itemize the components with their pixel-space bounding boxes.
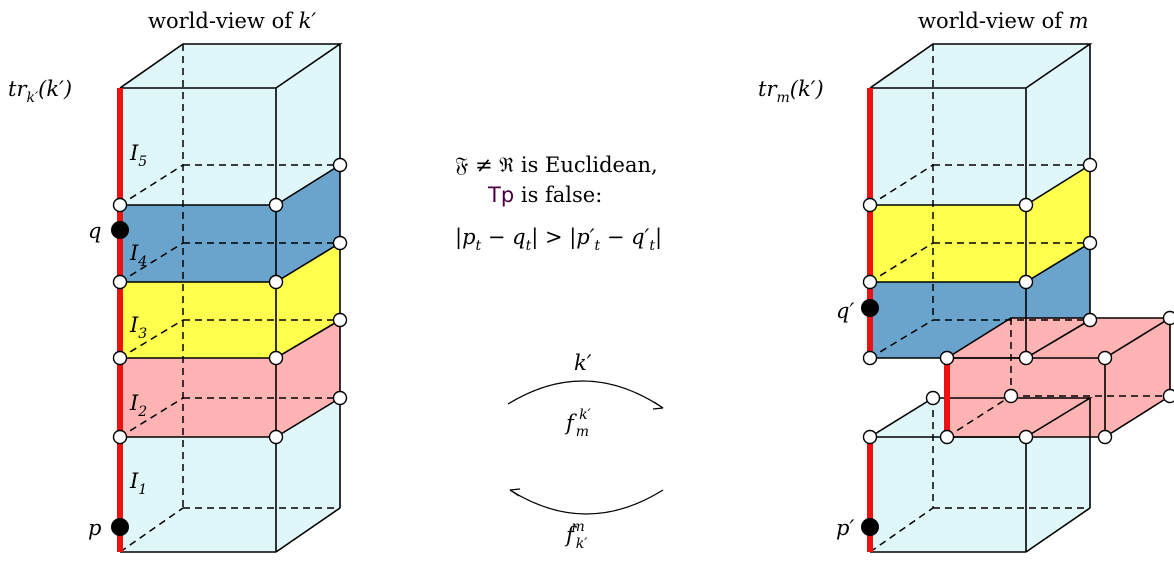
right-sky-top-face [870, 44, 1090, 88]
left-hidden-edges [119, 44, 340, 553]
center-line-2: Tp is false: [487, 183, 602, 207]
right-marker [1097, 429, 1113, 445]
center-line-3: |pt − qt| > |p′t − q′t| [455, 225, 662, 254]
arrow-mid-label: f mk′ [564, 407, 592, 440]
center-statement: 𝔉 ≠ ℜ is Euclidean, Tp is false: |pt − q… [455, 153, 662, 254]
arrow-top-label: k′ [574, 351, 592, 375]
right-marker [1082, 157, 1098, 173]
right-marker [1018, 350, 1034, 366]
left-trace-label: trk′(k′) [8, 77, 72, 106]
left-interval-label-2: I2 [129, 391, 147, 420]
right-marker [862, 197, 878, 213]
arrow-forward-head [652, 401, 664, 410]
left-marker [268, 274, 284, 290]
left-boundary-markers [112, 157, 348, 445]
left-caption: world-view of k′ [148, 9, 316, 33]
right-marker [1162, 310, 1174, 326]
right-marker [1018, 429, 1034, 445]
right-point-p-label: p′ [836, 516, 854, 540]
right-marker [1003, 388, 1019, 404]
left-marker [332, 157, 348, 173]
right-boundary-markers [862, 157, 1174, 445]
left-marker [268, 429, 284, 445]
left-sky-top-face [120, 44, 340, 88]
left-marker [112, 197, 128, 213]
left-sky-prism-bottom [120, 398, 340, 552]
arrow-backward [509, 489, 664, 515]
right-marker [1018, 274, 1034, 290]
left-interval-label-3: I3 [129, 313, 147, 342]
left-marker [112, 350, 128, 366]
left-interval-label-1: I1 [129, 469, 147, 498]
right-marker [925, 390, 941, 406]
right-marker [862, 350, 878, 366]
arrow-bottom-label: f k′m [564, 519, 588, 552]
right-marker [1018, 197, 1034, 213]
arrow-forward [507, 380, 664, 409]
right-point-q [861, 299, 879, 317]
left-point-q [111, 221, 129, 239]
right-marker [862, 274, 878, 290]
right-marker [939, 350, 955, 366]
left-marker [268, 197, 284, 213]
world-view-arrows: k′ f mk′ f k′m [507, 351, 664, 552]
left-marker [332, 235, 348, 251]
right-world-view: world-view of m trm(k′) [758, 9, 1174, 553]
right-point-p [861, 518, 879, 536]
right-visible-edges [869, 43, 1173, 553]
left-marker [112, 274, 128, 290]
right-trace-label: trm(k′) [758, 77, 824, 106]
right-marker [862, 429, 878, 445]
left-point-p [111, 518, 129, 536]
left-marker [268, 350, 284, 366]
left-marker [332, 390, 348, 406]
left-point-p-label: p [88, 516, 101, 540]
left-interval-label-4: I4 [129, 241, 147, 270]
arrow-backward-head [509, 488, 521, 497]
left-world-view: world-view of k′ trk′(k′) [8, 9, 348, 553]
right-marker [1082, 312, 1098, 328]
right-marker [1082, 235, 1098, 251]
right-point-q-label: q′ [836, 299, 854, 323]
center-line-1: 𝔉 ≠ ℜ is Euclidean, [455, 153, 658, 177]
right-marker [939, 429, 955, 445]
right-pink-box-side [1105, 318, 1170, 437]
left-marker [112, 429, 128, 445]
left-point-q-label: q [88, 219, 101, 243]
right-hidden-edges [869, 44, 1170, 553]
left-interval-label-5: I5 [129, 141, 147, 170]
right-marker [1162, 388, 1174, 404]
right-marker [1097, 350, 1113, 366]
left-marker [332, 312, 348, 328]
right-caption: world-view of m [918, 9, 1089, 33]
